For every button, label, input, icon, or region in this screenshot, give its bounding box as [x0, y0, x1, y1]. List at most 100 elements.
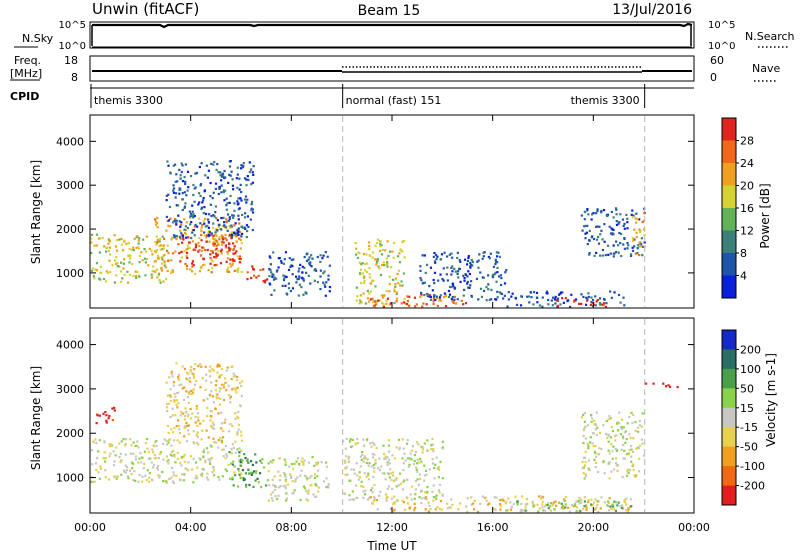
scatter-cell [200, 230, 203, 233]
scatter-cell [570, 504, 574, 507]
colorbar-tick-label: 100 [740, 363, 761, 376]
scatter-cell [391, 278, 395, 281]
scatter-cell [215, 239, 218, 242]
scatter-cell [200, 239, 203, 242]
scatter-cell [243, 177, 247, 180]
colorbar-tick-label: -200 [740, 480, 765, 493]
scatter-cell [632, 214, 635, 217]
scatter-cell [456, 251, 459, 254]
scatter-cell [95, 456, 99, 460]
scatter-cell [145, 437, 149, 441]
scatter-cell [432, 499, 435, 502]
scatter-cell [588, 239, 591, 242]
scatter-cell [567, 299, 570, 302]
scatter-cell [144, 261, 147, 264]
scatter-cell [587, 467, 590, 470]
scatter-cell [564, 506, 567, 509]
scatter-cell [388, 476, 391, 479]
scatter-cell [126, 281, 130, 284]
scatter-cell [607, 434, 611, 437]
colorbar-segment [722, 368, 736, 389]
scatter-cell [374, 303, 377, 306]
scatter-cell [259, 459, 262, 462]
scatter-cell [382, 303, 385, 306]
scatter-cell [362, 444, 366, 447]
scatter-cell [176, 419, 180, 422]
scatter-cell [416, 458, 419, 461]
scatter-cell [220, 234, 223, 237]
scatter-cell [185, 254, 188, 258]
scatter-cell [244, 456, 247, 460]
scatter-cell [228, 165, 232, 168]
colorbar-tick-label: 200 [740, 343, 761, 356]
scatter-cell [369, 290, 373, 293]
scatter-cell [614, 501, 617, 504]
scatter-cell [203, 222, 206, 225]
scatter-cell [419, 477, 422, 480]
scatter-cell [638, 457, 641, 460]
scatter-cell [172, 439, 176, 442]
scatter-cell [129, 254, 132, 257]
scatter-cell [313, 279, 316, 282]
scatter-cell [94, 268, 97, 271]
scatter-cell [402, 480, 405, 484]
scatter-cell [144, 442, 148, 445]
scatter-cell [218, 365, 221, 368]
scatter-cell [220, 422, 224, 425]
scatter-cell [185, 221, 188, 224]
scatter-cell [181, 241, 184, 244]
scatter-cell [667, 384, 670, 387]
scatter-cell [590, 417, 594, 420]
scatter-cell [529, 291, 532, 294]
colorbar-segment [722, 466, 736, 487]
scatter-cell [181, 191, 184, 195]
scatter-cell [184, 163, 187, 166]
scatter-cell [364, 302, 368, 305]
scatter-cell [447, 289, 451, 293]
scatter-cell [126, 475, 129, 478]
scatter-cell [103, 245, 106, 248]
scatter-cell [210, 445, 213, 448]
scatter-cell [169, 453, 172, 456]
scatter-cell [311, 455, 314, 459]
scatter-cell [170, 428, 173, 431]
scatter-cell [435, 296, 439, 299]
scatter-cell [171, 375, 174, 378]
scatter-cell [435, 295, 438, 298]
scatter-cell [398, 446, 401, 449]
scatter-cell [438, 298, 441, 301]
scatter-cell [495, 255, 499, 258]
scatter-cell [351, 438, 354, 442]
scatter-cell [595, 411, 598, 414]
scatter-cell [420, 445, 423, 448]
nsky-frame [89, 21, 695, 49]
scatter-cell [632, 463, 635, 466]
scatter-cell [299, 474, 302, 477]
scatter-cell [171, 431, 175, 434]
scatter-cell [402, 469, 405, 472]
scatter-cell [181, 208, 184, 212]
scatter-cell [551, 304, 554, 307]
scatter-cell [195, 433, 198, 437]
scatter-cell [95, 422, 98, 425]
scatter-cell [356, 256, 360, 260]
scatter-cell [123, 444, 126, 447]
scatter-cell [619, 505, 622, 508]
scatter-cell [543, 509, 547, 512]
scatter-cell [631, 246, 634, 249]
scatter-cell [170, 450, 173, 454]
scatter-cell [123, 239, 126, 242]
scatter-cell [441, 477, 444, 480]
scatter-cell [154, 223, 158, 226]
scatter-cell [182, 479, 186, 482]
scatter-cell [98, 439, 101, 442]
scatter-cell [120, 440, 123, 443]
scatter-cell [303, 474, 307, 478]
scatter-cell [220, 228, 223, 231]
scatter-cell [482, 255, 485, 258]
scatter-cell [240, 380, 244, 383]
scatter-cell [218, 390, 221, 393]
scatter-cell [368, 442, 372, 445]
scatter-cell [344, 461, 347, 464]
scatter-cell [172, 474, 176, 477]
